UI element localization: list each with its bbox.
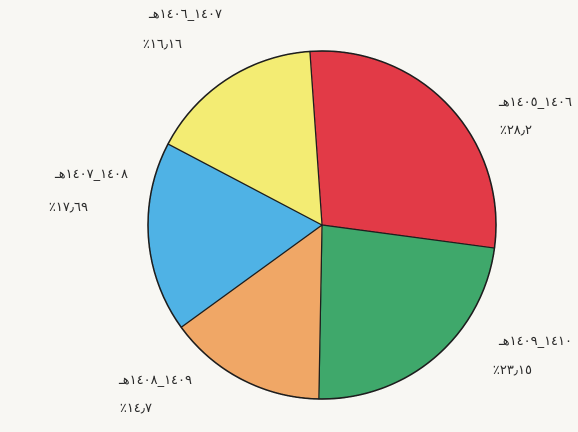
slice-percent-label-1: ٪٢٨٫٢ bbox=[500, 123, 532, 138]
slice-year-label-3: ١٤٠٩_١٤٠٨هـ bbox=[118, 373, 192, 388]
pie-labels: ١٤٠٦_١٤٠٥هـ ٪٢٨٫٢ ١٤١٠_١٤٠٩هـ ٪٢٣٫١٥ ١٤٠٩_١٤… bbox=[49, 7, 572, 416]
slice-percent-label-4: ٪١٧٫٦٩ bbox=[49, 200, 88, 215]
slice-year-label-2: ١٤١٠_١٤٠٩هـ bbox=[498, 334, 572, 349]
slice-year-label-4: ١٤٠٨_١٤٠٧هـ bbox=[54, 167, 128, 182]
slice-percent-label-3: ٪١٤٫٧ bbox=[120, 401, 152, 416]
slice-percent-label-2: ٪٢٣٫١٥ bbox=[493, 363, 532, 378]
pie-slices bbox=[147, 50, 497, 400]
pie-slice-2 bbox=[318, 224, 496, 400]
pie-slice-1 bbox=[309, 50, 497, 249]
slice-year-label-5: ١٤٠٧_١٤٠٦هـ bbox=[148, 7, 222, 22]
slice-year-label-1: ١٤٠٦_١٤٠٥هـ bbox=[498, 95, 572, 110]
slice-percent-label-5: ٪١٦٫١٦ bbox=[143, 37, 182, 52]
pie-outline bbox=[147, 50, 497, 400]
